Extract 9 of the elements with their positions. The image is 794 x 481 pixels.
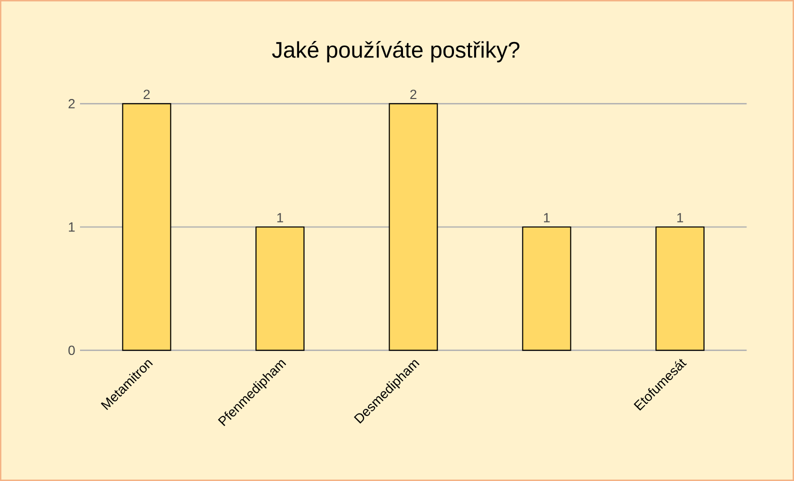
- data-label: 1: [544, 213, 550, 222]
- y-tick-label: 2: [68, 99, 75, 108]
- data-label: 2: [410, 90, 416, 99]
- y-tick-label: 1: [68, 222, 75, 232]
- chart-title: Jaké používáte postřiky?: [272, 41, 520, 62]
- data-label: 1: [677, 213, 684, 222]
- data-label: 2: [144, 90, 150, 99]
- y-tick-label: 0: [68, 346, 75, 356]
- data-label: 1: [277, 213, 284, 222]
